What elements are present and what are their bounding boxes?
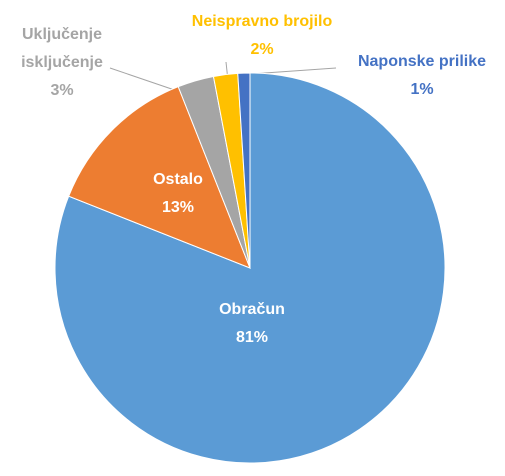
slice-value-label: 1% (410, 81, 433, 98)
pie-slice (237, 72, 251, 269)
slice-value-label: 13% (162, 199, 194, 216)
slice-label: Ostalo (153, 171, 203, 188)
slice-value-label: 3% (50, 82, 73, 99)
slice-value-label: 81% (236, 329, 268, 346)
slice-label-line: Neispravno brojilo (192, 13, 333, 30)
slice-label: Uključenje isključenje (21, 26, 103, 71)
slice-label: Obračun (219, 301, 285, 318)
slice-value-label: 2% (250, 41, 273, 58)
slice-label: Neispravno brojilo (192, 13, 333, 30)
slice-label-line: Naponske prilike (358, 53, 486, 70)
slice-label-line: Ostalo (153, 171, 203, 188)
pie-slice (68, 86, 251, 269)
leader-line (249, 67, 337, 75)
slice-label-line: Uključenje (22, 26, 102, 43)
slice-label-line: isključenje (21, 54, 103, 71)
slice-label: Naponske prilike (358, 53, 486, 70)
slice-label-line: Obračun (219, 301, 285, 318)
